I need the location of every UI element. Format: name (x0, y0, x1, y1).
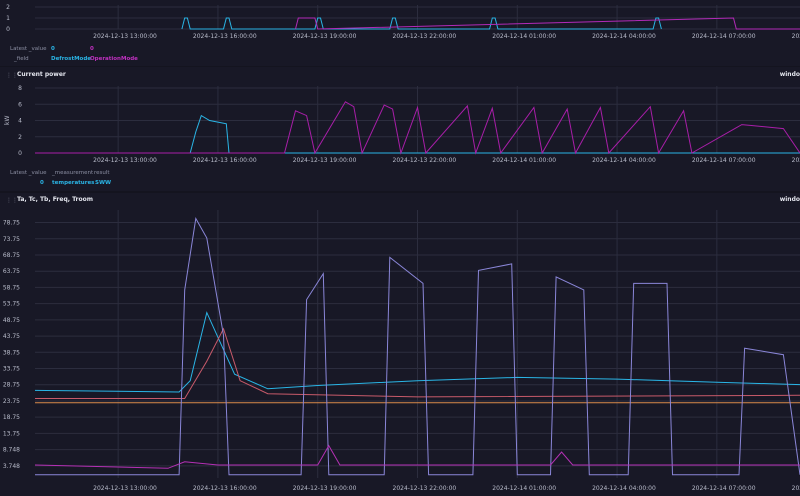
mode-legend-header-field: _field (14, 56, 29, 62)
power-legend-value: 0 (40, 180, 44, 186)
series-line-Ta (34, 311, 800, 393)
x-tick-label: 2024-12-14 01:00:00 (492, 33, 556, 40)
x-tick-label: 2024-12-13 19:00:00 (293, 485, 357, 492)
x-tick-label: 2024-12-14 07:00:00 (692, 485, 756, 492)
y-tick-label: 6 (18, 101, 22, 108)
y-tick-label: 8 (18, 85, 22, 92)
power-panel-window-label: windo (779, 71, 800, 78)
temperature-chart: 78.75 73.75 68.75 63.75 58.75 53.75 48.75 43.75… (3, 210, 800, 492)
y-tick-label: 23.75 (3, 398, 20, 405)
power-legend-result: SWW (95, 180, 112, 186)
y-tick-label: 8.748 (3, 447, 20, 454)
power-panel-title: Current power (17, 71, 66, 78)
x-tick-label: 2024-12-13 13:00:00 (93, 33, 157, 40)
x-tick-label: 2024- (792, 485, 800, 492)
series-line-OperationMode (295, 17, 800, 30)
temperature-panel-drag-icon[interactable]: ⋮⋮ (6, 197, 18, 204)
power-legend-header-measurement: _measurement (52, 170, 94, 176)
power-chart: 8 6 4 2 0 2024-12-13 13:00:00 2024-12-13 16:00… (4, 85, 800, 164)
series-line-Tc (35, 327, 800, 399)
mode-panel: 2 1 0 2024-12-13 13:00:00 2024-12-13 16:00:0… (0, 0, 800, 66)
temperature-panel: ⋮⋮ Ta, Tc, Tb, Freq, Troom windo 78.75 73… (0, 193, 800, 496)
y-tick-label: 1 (6, 15, 10, 22)
y-tick-label: 4 (18, 118, 22, 125)
power-panel: ⋮⋮ Current power windo 8 6 4 2 0 2024-12-13 1… (0, 67, 800, 191)
temperature-panel-title: Ta, Tc, Tb, Freq, Troom (17, 196, 94, 203)
power-legend-measurement: temperatures (52, 180, 95, 186)
y-tick-label: 2 (6, 4, 10, 11)
x-tick-label: 2024-12-14 07:00:00 (692, 157, 756, 164)
y-tick-label: 48.75 (3, 317, 20, 324)
y-tick-label: 68.75 (3, 252, 20, 259)
x-tick-label: 2024-12-13 13:00:00 (93, 485, 157, 492)
mode-chart: 2 1 0 2024-12-13 13:00:00 2024-12-13 16:00:0… (6, 4, 800, 40)
y-tick-label: 2 (18, 134, 22, 141)
mode-legend-defrost-value: 0 (51, 46, 55, 52)
y-tick-label: 28.75 (3, 382, 20, 389)
series-line-power-magenta (35, 101, 800, 155)
x-tick-label: 2024-12-14 01:00:00 (492, 485, 556, 492)
x-tick-label: 2024-12-13 19:00:00 (293, 33, 357, 40)
y-tick-label: 0 (18, 150, 22, 157)
x-tick-label: 2024-12-13 19:00:00 (293, 157, 357, 164)
x-tick-label: 2024-12-14 01:00:00 (492, 157, 556, 164)
y-tick-label: 3.748 (3, 463, 20, 470)
x-tick-label: 2024-12-13 13:00:00 (93, 157, 157, 164)
x-tick-label: 2024-12-13 22:00:00 (393, 485, 457, 492)
power-y-axis-label: kW (4, 116, 11, 125)
y-tick-label: 0 (6, 26, 10, 33)
y-tick-label: 38.75 (3, 349, 20, 356)
power-legend: Latest _value _measurement result 0 temp… (10, 170, 230, 188)
temperature-panel-window-label: windo (779, 196, 800, 203)
mode-legend: Latest _value 0 0 _field DefrostMode Ope… (10, 46, 210, 64)
x-tick-label: 2024-12-14 07:00:00 (692, 33, 756, 40)
y-tick-label: 13.75 (3, 430, 20, 437)
y-tick-label: 53.75 (3, 301, 20, 308)
y-tick-label: 73.75 (3, 236, 20, 243)
y-tick-label: 43.75 (3, 333, 20, 340)
power-legend-header-result: result (94, 170, 110, 176)
mode-legend-operation-value: 0 (90, 46, 94, 52)
mode-legend-header-value: Latest _value (10, 46, 47, 52)
x-tick-label: 2024-12-14 04:00:00 (592, 485, 656, 492)
series-line-Freq (35, 216, 800, 476)
series-line-power-cyan (35, 114, 800, 154)
power-panel-drag-icon[interactable]: ⋮⋮ (6, 72, 18, 79)
power-legend-header-value: Latest _value (10, 170, 47, 176)
x-tick-label: 2024-12-13 22:00:00 (393, 33, 457, 40)
y-tick-label: 18.75 (3, 414, 20, 421)
y-tick-label: 58.75 (3, 284, 20, 291)
series-line-DefrostMode (181, 17, 662, 30)
x-tick-label: 2024-12-14 04:00:00 (592, 157, 656, 164)
y-tick-label: 78.75 (3, 220, 20, 227)
y-tick-label: 33.75 (3, 366, 20, 373)
series-line-Troom (34, 444, 800, 469)
y-tick-label: 63.75 (3, 268, 20, 275)
x-tick-label: 2024-12-13 16:00:00 (193, 157, 257, 164)
x-tick-label: 2024-12-13 16:00:00 (193, 33, 257, 40)
mode-legend-defrost-name: DefrostMode (51, 56, 92, 62)
x-tick-label: 2024-12-14 04:00:00 (592, 33, 656, 40)
x-tick-label: 2024- (792, 33, 800, 40)
x-tick-label: 2024-12-13 22:00:00 (393, 157, 457, 164)
mode-legend-operation-name: OperationMode (90, 56, 138, 62)
x-tick-label: 2024- (792, 157, 800, 164)
x-tick-label: 2024-12-13 16:00:00 (193, 485, 257, 492)
